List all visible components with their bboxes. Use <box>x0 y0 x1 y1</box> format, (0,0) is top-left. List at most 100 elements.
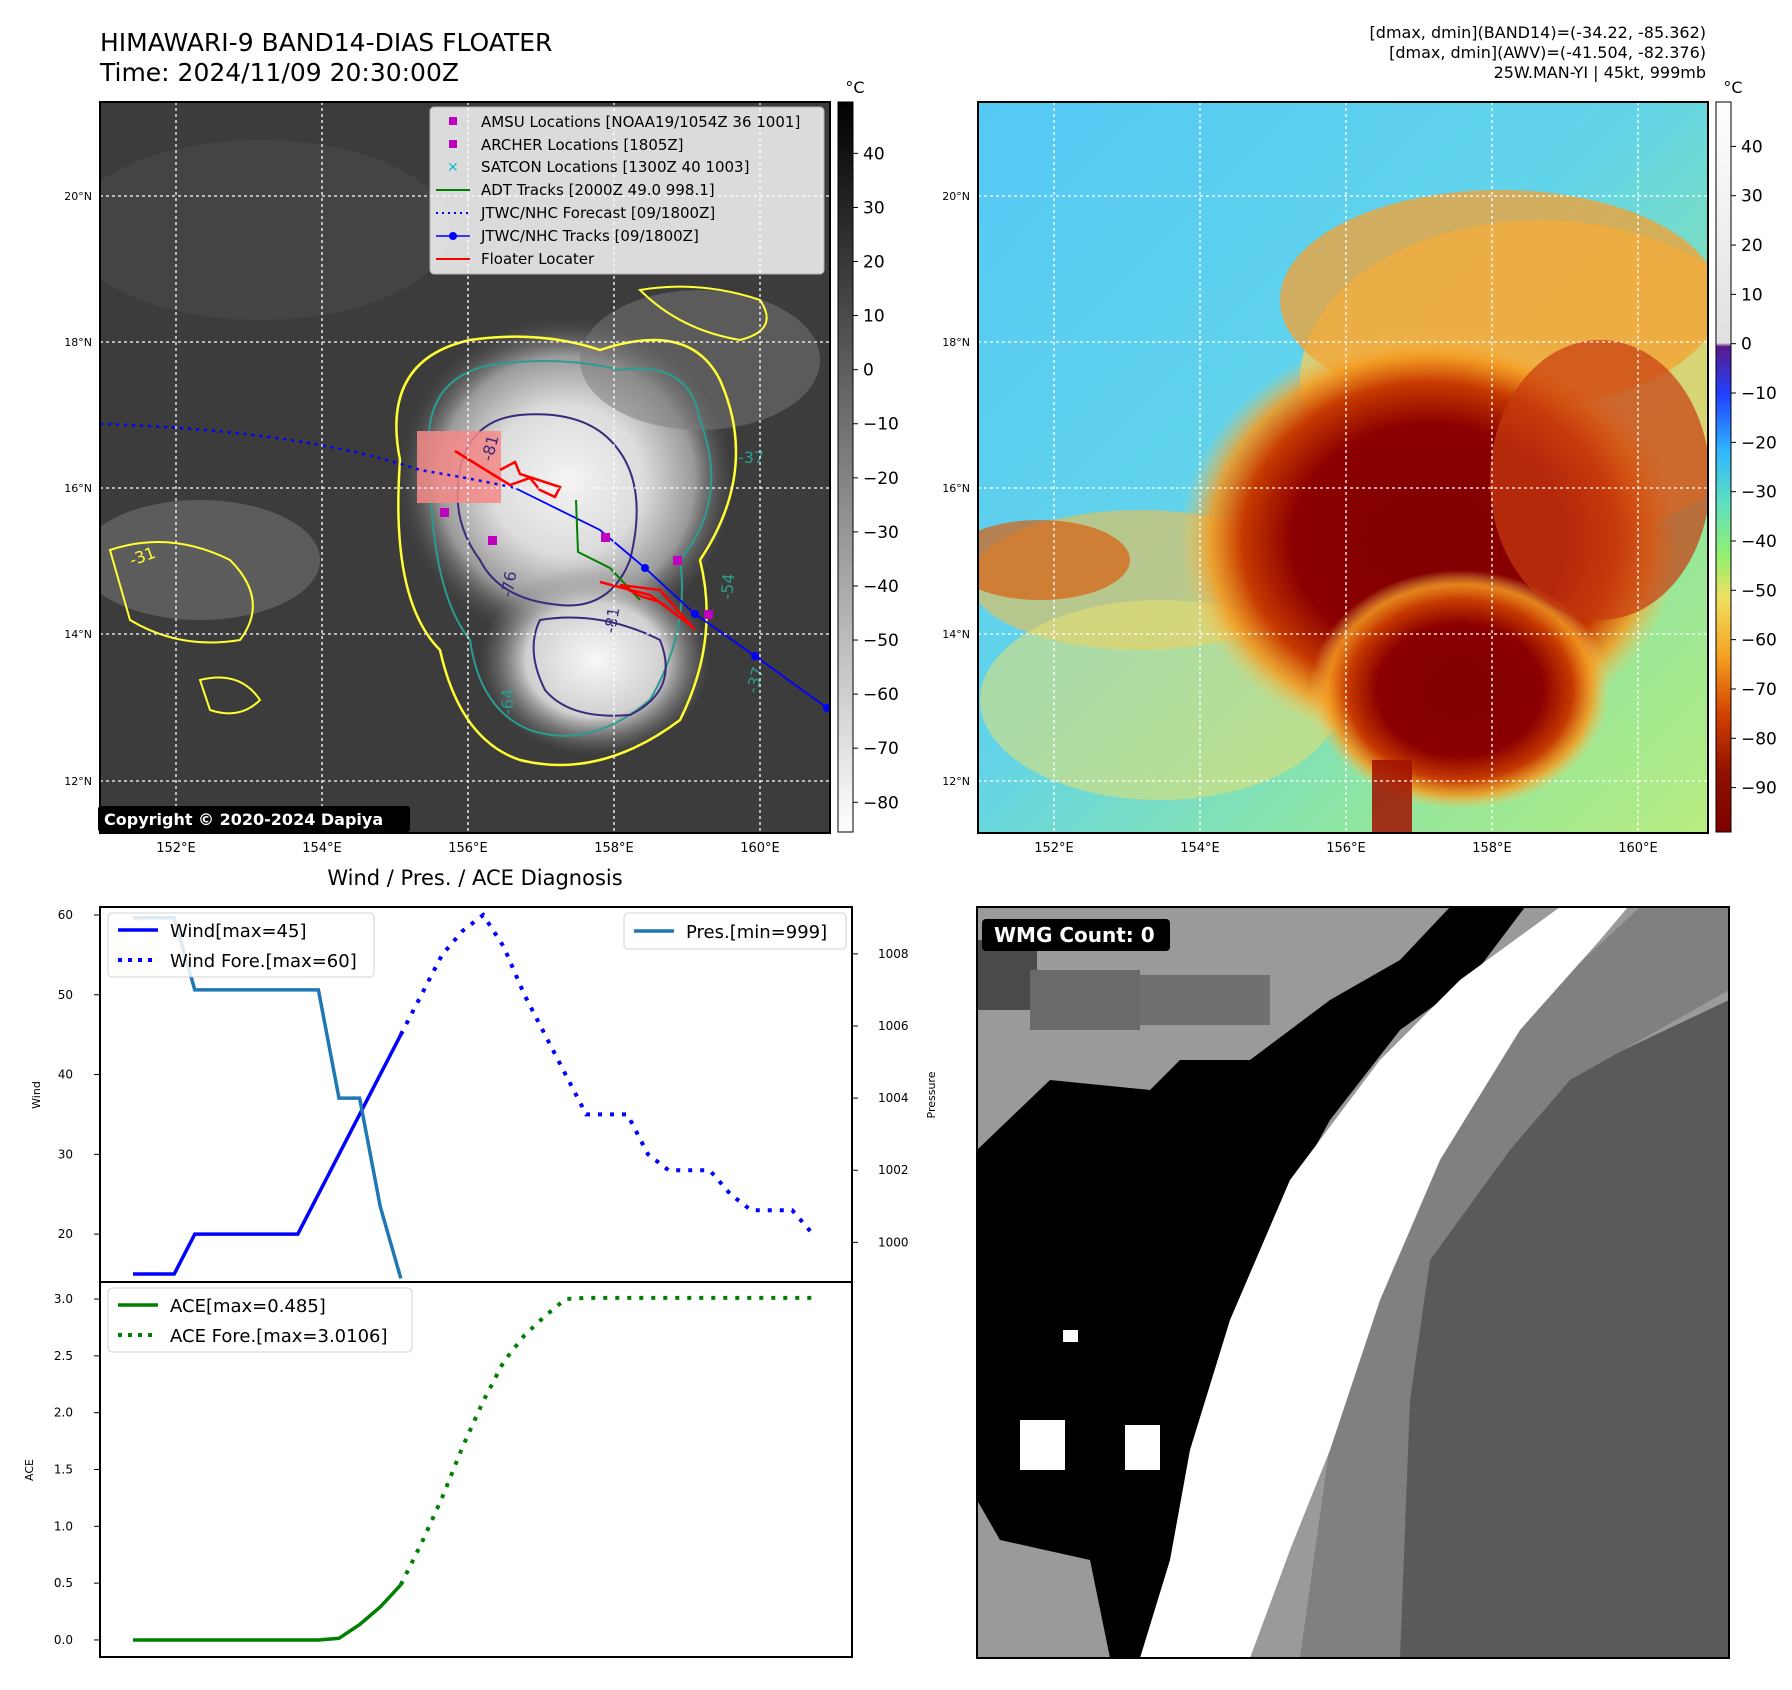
colorbar-tick-label: 0 <box>1741 335 1752 355</box>
colorbar-tick-label: −90 <box>1741 779 1777 799</box>
wind-pressure-panel: Wind Pressure 20 30 40 50 60 1000 1002 1004 100… <box>30 906 938 1283</box>
legend-forecast: JTWC/NHC Forecast [09/1800Z] <box>480 204 715 222</box>
pressure-tick-label: 1008 <box>878 947 909 961</box>
colorbar-tick-label: −60 <box>863 685 899 705</box>
awv-map <box>978 102 1708 833</box>
ace-tick-label: 0.5 <box>54 1576 73 1590</box>
info-storm: 25W.MAN-YI | 45kt, 999mb <box>1494 63 1706 82</box>
ace-series-line <box>133 1583 403 1642</box>
colorbar-tick-label: −60 <box>1741 631 1777 651</box>
lon-label: 156°E <box>1326 841 1366 856</box>
ace-legend: ACE[max=0.485] ACE Fore.[max=3.0106] <box>107 1287 413 1353</box>
pressure-ylabel: Pressure <box>925 1071 938 1118</box>
legend-satcon: SATCON Locations [1300Z 40 1003] <box>481 158 749 176</box>
lat-label: 16°N <box>942 482 970 495</box>
contour-label: -81 <box>600 606 623 635</box>
pressure-tick-label: 1002 <box>878 1163 909 1177</box>
copyright-badge <box>98 806 410 832</box>
colorbar-tick-label: 40 <box>1741 137 1763 157</box>
lon-label: 156°E <box>448 841 488 856</box>
legend-wind-forecast: Wind Fore.[max=60] <box>170 951 357 972</box>
map1-lat-labels: 20°N 18°N 16°N 14°N 12°N <box>64 190 92 788</box>
ace-panel: ACE 0.0 0.5 1.0 1.5 2.0 2.5 3.0 ACE[max=0.485]… <box>23 1281 853 1658</box>
wind-series-line <box>133 1033 403 1276</box>
lat-label: 12°N <box>64 775 92 788</box>
colorbar-tick-label: 30 <box>863 198 885 218</box>
colorbar-tick-label: −80 <box>863 793 899 813</box>
colorbar-tick-label: 40 <box>863 144 885 164</box>
colorbar-tick-label: 20 <box>1741 236 1763 256</box>
legend-amsu-marker <box>449 117 457 125</box>
lon-label: 152°E <box>1034 841 1074 856</box>
legend-floater: Floater Locater <box>481 250 595 268</box>
lat-label: 14°N <box>942 628 970 641</box>
contour-label: -54 <box>717 573 738 601</box>
map1-lon-labels: 152°E 154°E 156°E 158°E 160°E <box>156 841 780 856</box>
lat-label: 18°N <box>942 336 970 349</box>
wind-legend: Wind[max=45] Wind Fore.[max=60] <box>107 912 375 978</box>
contour-label: -64 <box>498 689 517 715</box>
map2-frame <box>977 101 1709 834</box>
colorbar-tick-label: −80 <box>1741 729 1777 749</box>
lon-label: 158°E <box>1472 841 1512 856</box>
colorbar-tick-label: 10 <box>863 307 885 327</box>
wind-tick-label: 40 <box>58 1068 73 1082</box>
wmg-count: WMG Count: 0 <box>994 923 1155 947</box>
info-awv-range: [dmax, dmin](AWV)=(-41.504, -82.376) <box>1389 43 1706 62</box>
map2-lon-labels: 152°E 154°E 156°E 158°E 160°E <box>1034 841 1658 856</box>
colorbar-tick-label: −70 <box>863 739 899 759</box>
contour-label: -76 <box>497 570 520 599</box>
figure-title: HIMAWARI-9 BAND14-DIAS FLOATER <box>100 28 552 57</box>
map2-gridlines <box>978 102 1708 833</box>
wind-ylabel: Wind <box>30 1081 43 1109</box>
pressure-tick-label: 1006 <box>878 1019 909 1033</box>
legend-archer-marker <box>449 140 457 148</box>
ace-tick-label: 0.0 <box>54 1633 73 1647</box>
lon-label: 154°E <box>302 841 342 856</box>
colorbar-tick-label: 0 <box>863 361 874 381</box>
legend-ace-forecast: ACE Fore.[max=3.0106] <box>170 1326 388 1347</box>
legend-pressure: Pres.[min=999] <box>686 922 827 943</box>
colorbar-tick-label: 30 <box>1741 187 1763 207</box>
info-band14-range: [dmax, dmin](BAND14)=(-34.22, -85.362) <box>1370 23 1706 42</box>
ace-ylabel: ACE <box>23 1459 36 1481</box>
colorbar-tick-label: −70 <box>1741 680 1777 700</box>
wmg-panel: WMG Count: 0 <box>976 906 1730 1659</box>
pressure-tick-label: 1004 <box>878 1091 909 1105</box>
colorbar1-unit: °C <box>845 78 864 97</box>
legend-amsu: AMSU Locations [NOAA19/1054Z 36 1001] <box>481 113 800 131</box>
figure-time: Time: 2024/11/09 20:30:00Z <box>99 58 459 87</box>
lat-label: 20°N <box>942 190 970 203</box>
pressure-tick-label: 1000 <box>878 1235 909 1249</box>
ace-tick-label: 2.0 <box>54 1406 73 1420</box>
legend-wind: Wind[max=45] <box>170 921 307 942</box>
legend-track: JTWC/NHC Tracks [09/1800Z] <box>480 227 699 245</box>
ace-tick-label: 1.0 <box>54 1519 73 1533</box>
copyright-text: Copyright © 2020-2024 Dapiya <box>104 810 383 829</box>
diagnosis-title: Wind / Pres. / ACE Diagnosis <box>327 866 622 890</box>
legend-ace: ACE[max=0.485] <box>170 1296 326 1317</box>
colorbar-tick-label: −20 <box>863 469 899 489</box>
colorbar-tick-label: 20 <box>863 253 885 273</box>
legend-satcon-marker: ✕ <box>447 160 459 176</box>
colorbar-tick-label: −30 <box>863 523 899 543</box>
legend-adt: ADT Tracks [2000Z 49.0 998.1] <box>481 181 715 199</box>
lon-label: 152°E <box>156 841 196 856</box>
lon-label: 158°E <box>594 841 634 856</box>
colorbar-tick-label: −50 <box>863 631 899 651</box>
lat-label: 20°N <box>64 190 92 203</box>
legend-archer: ARCHER Locations [1805Z] <box>481 136 684 154</box>
lon-label: 160°E <box>1618 841 1658 856</box>
colorbar-tick-label: −30 <box>1741 483 1777 503</box>
wmg-frame <box>976 906 1730 1659</box>
colorbar-tick-label: −40 <box>1741 532 1777 552</box>
colorbar-tick-label: −10 <box>1741 384 1777 404</box>
wmg-count-badge <box>982 919 1170 951</box>
ace-tick-label: 2.5 <box>54 1349 73 1363</box>
colorbar-tick-label: −50 <box>1741 581 1777 601</box>
contour-label: -37 <box>738 448 764 467</box>
lat-label: 18°N <box>64 336 92 349</box>
ace-tick-label: 1.5 <box>54 1463 73 1477</box>
pressure-legend: Pres.[min=999] <box>623 912 847 950</box>
